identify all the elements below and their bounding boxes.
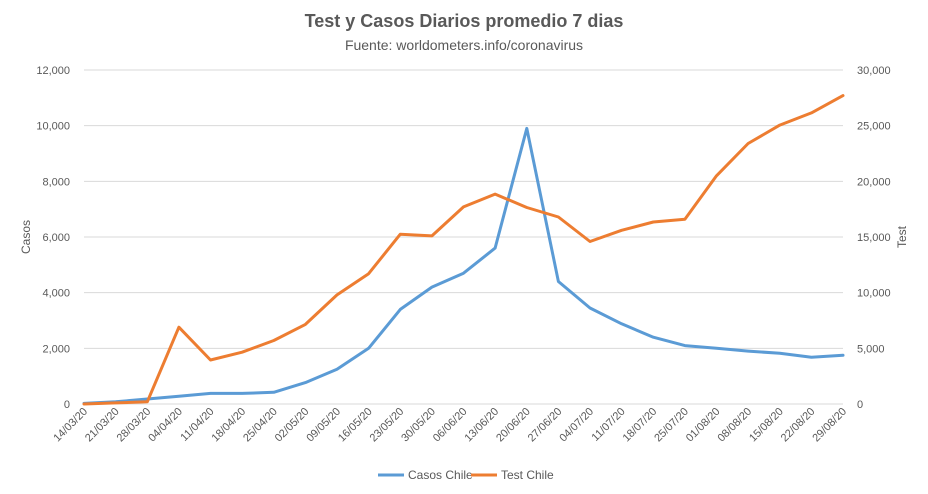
gridlines <box>84 69 843 405</box>
left-axis-title: Casos <box>19 220 33 254</box>
right-tick-label: 20,000 <box>857 176 891 188</box>
legend-label: Test Chile <box>501 468 554 482</box>
right-tick-label: 30,000 <box>857 65 891 77</box>
left-tick-label: 6,000 <box>42 232 70 244</box>
left-tick-label: 8,000 <box>42 176 70 188</box>
series-layer <box>82 94 845 406</box>
right-tick-label: 25,000 <box>857 121 891 133</box>
right-tick-label: 10,000 <box>857 288 891 300</box>
x-axis-ticks: 14/03/2021/03/2028/03/2004/04/2011/04/20… <box>51 406 849 445</box>
right-tick-label: 0 <box>857 399 863 411</box>
left-tick-label: 12,000 <box>36 65 70 77</box>
series-line <box>82 126 845 405</box>
left-tick-label: 10,000 <box>36 121 70 133</box>
right-axis-ticks: 0 5,000 10,000 15,000 20,000 25,000 30,000 <box>857 65 891 411</box>
left-tick-label: 2,000 <box>42 343 70 355</box>
right-axis-title: Test <box>895 225 909 248</box>
series-line <box>82 94 845 406</box>
legend: Casos Chile Test Chile <box>378 468 554 482</box>
x-tick-label: 04/04/20 <box>146 406 185 445</box>
left-axis-ticks: 0 2,000 4,000 6,000 8,000 10,000 12,000 <box>36 65 70 411</box>
left-tick-label: 0 <box>64 399 70 411</box>
legend-label: Casos Chile <box>408 468 473 482</box>
chart-subtitle: Fuente: worldometers.info/coronavirus <box>345 37 583 53</box>
right-tick-label: 15,000 <box>857 232 891 244</box>
chart-title: Test y Casos Diarios promedio 7 dias <box>305 11 624 31</box>
x-tick-label: 29/08/20 <box>810 406 849 445</box>
x-tick-label: 04/07/20 <box>557 406 596 445</box>
right-tick-label: 5,000 <box>857 343 885 355</box>
left-tick-label: 4,000 <box>42 288 70 300</box>
